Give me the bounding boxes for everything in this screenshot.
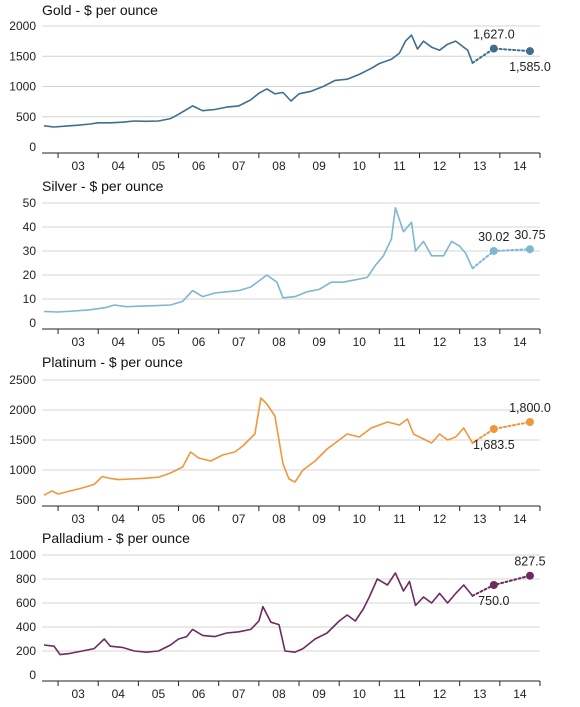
silver-x-tick-label: 12 — [433, 335, 447, 349]
palladium-y-tick-label: 600 — [16, 596, 36, 610]
palladium-y-tick-label: 200 — [16, 644, 36, 658]
platinum-forecast-point — [489, 424, 498, 433]
silver-forecast-line — [471, 248, 531, 270]
silver-y-tick-label: 10 — [23, 292, 37, 306]
palladium-x-tick-label: 11 — [393, 687, 406, 701]
palladium-forecast-point — [489, 581, 498, 589]
gold-x-tick-label: 05 — [152, 159, 166, 173]
palladium-forecast-label: 750.0 — [478, 594, 509, 608]
palladium-price-line — [43, 572, 474, 656]
silver-x-tick-label: 11 — [393, 335, 406, 349]
palladium-x-tick-label: 13 — [473, 687, 487, 701]
silver-x-tick-label: 09 — [312, 335, 326, 349]
platinum-x-tick-label: 08 — [272, 512, 286, 526]
platinum-x-tick-label: 06 — [192, 512, 206, 526]
gold-forecast-label: 1,585.0 — [509, 60, 551, 74]
silver-forecast-point — [489, 246, 498, 255]
platinum-y-tick-label: 1500 — [9, 433, 36, 447]
gold-forecast-point — [525, 47, 534, 56]
platinum-y-tick-label: 1000 — [9, 463, 36, 477]
platinum-price-line — [43, 397, 474, 496]
silver-price-line — [43, 207, 474, 313]
platinum-x-tick-label: 03 — [71, 512, 85, 526]
platinum-y-tick-label: 2500 — [9, 373, 36, 387]
palladium-x-tick-label: 06 — [192, 687, 206, 701]
silver-forecast-label: 30.02 — [478, 230, 509, 244]
silver-y-tick-label: 50 — [23, 196, 37, 210]
silver-chart-title: Silver - $ per ounce — [42, 178, 164, 194]
gold-y-tick-label: 500 — [16, 110, 36, 124]
platinum-forecast-point — [525, 418, 534, 426]
gold-x-tick-label: 07 — [232, 159, 246, 173]
palladium-y-tick-label: 800 — [16, 572, 36, 586]
palladium-x-tick-label: 09 — [312, 687, 326, 701]
palladium-x-tick-label: 05 — [152, 687, 166, 701]
gold-forecast-point — [489, 44, 498, 53]
palladium-x-tick-label: 14 — [513, 687, 527, 701]
gold-x-tick-label: 13 — [473, 159, 487, 173]
palladium-y-tick-label: 1000 — [9, 548, 36, 562]
gold-x-tick-label: 10 — [353, 159, 367, 173]
platinum-x-tick-label: 14 — [513, 512, 527, 526]
platinum-x-tick-label: 04 — [112, 512, 126, 526]
platinum-x-tick-label: 13 — [473, 512, 487, 526]
silver-y-tick-label: 20 — [23, 268, 37, 282]
palladium-x-tick-label: 07 — [232, 687, 246, 701]
silver-x-tick-label: 08 — [272, 335, 286, 349]
platinum-x-tick-label: 12 — [433, 512, 447, 526]
platinum-x-tick-label: 09 — [312, 512, 326, 526]
gold-x-tick-label: 03 — [71, 159, 85, 173]
gold-price-line — [43, 34, 474, 128]
palladium-y-tick-label: 400 — [16, 620, 36, 634]
silver-y-tick-label: 30 — [23, 244, 37, 258]
platinum-x-tick-label: 05 — [152, 512, 166, 526]
platinum-x-tick-label: 10 — [353, 512, 367, 526]
platinum-x-tick-label: 11 — [393, 512, 406, 526]
silver-x-tick-label: 03 — [71, 335, 85, 349]
platinum-forecast-label: 1,800.0 — [509, 401, 551, 415]
palladium-x-tick-label: 03 — [71, 687, 85, 701]
gold-x-tick-label: 04 — [112, 159, 126, 173]
gold-y-tick-label: 1000 — [9, 80, 36, 94]
gold-x-tick-label: 06 — [192, 159, 206, 173]
gold-x-tick-label: 08 — [272, 159, 286, 173]
silver-x-tick-label: 07 — [232, 335, 246, 349]
silver-x-tick-label: 04 — [112, 335, 126, 349]
silver-x-tick-label: 06 — [192, 335, 206, 349]
platinum-y-tick-label: 2000 — [9, 403, 36, 417]
palladium-x-tick-label: 10 — [353, 687, 367, 701]
silver-x-tick-label: 14 — [513, 335, 527, 349]
palladium-forecast-label: 827.5 — [514, 555, 545, 569]
palladium-x-tick-label: 12 — [433, 687, 447, 701]
gold-forecast-line — [471, 47, 531, 64]
palladium-chart-title: Palladium - $ per ounce — [42, 530, 190, 546]
silver-x-tick-label: 13 — [473, 335, 487, 349]
silver-y-tick-label: 0 — [29, 316, 36, 330]
silver-y-tick-label: 40 — [23, 220, 37, 234]
silver-forecast-point — [525, 245, 534, 254]
gold-chart-title: Gold - $ per ounce — [42, 2, 158, 18]
gold-x-tick-label: 14 — [513, 159, 527, 173]
gold-forecast-label: 1,627.0 — [473, 28, 515, 42]
gold-x-tick-label: 11 — [393, 159, 406, 173]
palladium-x-tick-label: 08 — [272, 687, 286, 701]
gold-y-tick-label: 2000 — [9, 19, 36, 33]
gold-x-tick-label: 09 — [312, 159, 326, 173]
gold-y-tick-label: 1500 — [9, 49, 36, 63]
platinum-chart-title: Platinum - $ per ounce — [42, 354, 183, 370]
platinum-forecast-label: 1,683.5 — [473, 438, 515, 452]
platinum-y-tick-label: 500 — [16, 493, 36, 507]
gold-x-tick-label: 12 — [433, 159, 447, 173]
silver-forecast-label: 30.75 — [514, 228, 545, 242]
silver-x-tick-label: 10 — [353, 335, 367, 349]
palladium-y-tick-label: 0 — [29, 668, 36, 682]
silver-x-tick-label: 05 — [152, 335, 166, 349]
platinum-x-tick-label: 07 — [232, 512, 246, 526]
palladium-x-tick-label: 04 — [112, 687, 126, 701]
gold-y-tick-label: 0 — [29, 140, 36, 154]
palladium-forecast-point — [525, 571, 534, 580]
